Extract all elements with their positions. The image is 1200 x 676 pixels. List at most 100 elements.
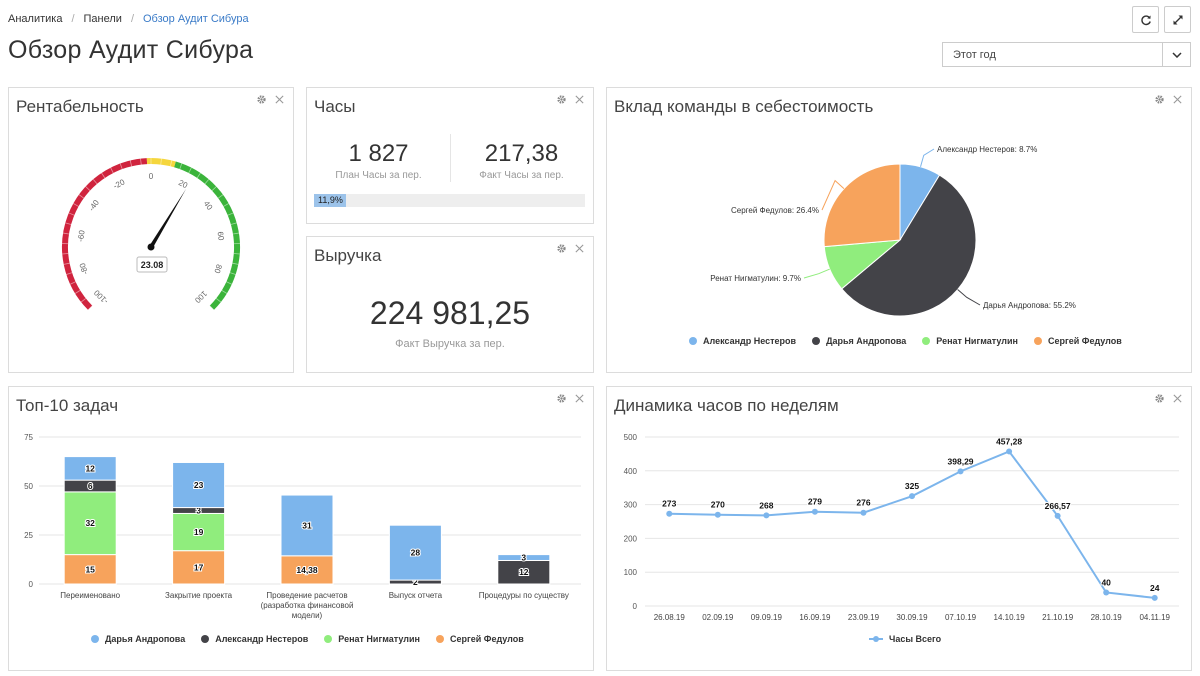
legend-marker <box>201 635 210 643</box>
x-tick-label: 16.09.19 <box>799 613 831 622</box>
breadcrumb-current: Обзор Аудит Сибура <box>143 13 249 25</box>
gear-icon[interactable] <box>256 94 267 105</box>
legend-item[interactable]: Дарья Андропова <box>91 634 185 644</box>
period-select-value: Этот год <box>953 48 996 61</box>
legend-label: Сергей Федулов <box>449 634 524 644</box>
gauge-chart: -100 -80 -60 -40 -20 0 20 40 60 80 100 23.08 <box>62 158 240 311</box>
gauge-tick <box>179 163 183 170</box>
gauge-band-red <box>62 158 148 310</box>
gauge-tick <box>215 298 222 303</box>
hours-progress-fill <box>314 194 347 207</box>
legend-item[interactable]: Александр Нестеров <box>689 336 796 346</box>
bar-segment <box>172 461 226 509</box>
gear-icon[interactable] <box>556 94 567 105</box>
legend-item[interactable]: Часы Всего <box>869 634 941 644</box>
gauge-tick <box>74 290 81 294</box>
gear-icon[interactable] <box>1154 94 1165 105</box>
legend-item[interactable]: Александр Нестеров <box>201 634 308 644</box>
gauge-tick <box>68 212 75 216</box>
fact-hours-label: Факт Часы за пер. <box>479 170 564 181</box>
legend-label: Сергей Федулов <box>1047 336 1122 346</box>
breadcrumb-analytics[interactable]: Аналитика <box>8 13 63 25</box>
line-data-label: 266,57 <box>1045 501 1071 511</box>
profitability-panel: Рентабельность -100 -80 -60 -40 -20 0 20 40 60 80… <box>8 87 294 373</box>
legend-marker <box>1033 337 1042 345</box>
gauge-tick <box>211 186 217 191</box>
gauge-tick-label: 60 <box>215 231 225 242</box>
legend-label: Дарья Андропова <box>105 634 186 644</box>
gauge-tick <box>232 262 239 265</box>
bar-data-label: 12 <box>85 463 95 473</box>
breadcrumb-panels[interactable]: Панели <box>83 13 122 25</box>
x-tick-label: 09.09.19 <box>751 613 783 622</box>
breadcrumb: Аналитика / Панели / Обзор Аудит Сибура <box>8 13 249 25</box>
gauge-tick-label: -80 <box>78 261 90 275</box>
gauge-tick <box>223 203 229 207</box>
gauge-tick <box>73 203 79 207</box>
gauge-tick-label: -60 <box>76 229 87 242</box>
x-tick-label: модели) <box>292 611 323 620</box>
legend-label: Ренат Нигматулин <box>936 336 1018 346</box>
close-icon[interactable] <box>1172 393 1183 404</box>
top-tasks-panel: Топ-10 задач 0 25 50 75 15 32 6 12 Переименовано… <box>8 386 594 671</box>
panel-title: Топ-10 задач <box>16 396 119 415</box>
line-point <box>811 508 818 515</box>
refresh-button[interactable] <box>1132 6 1159 33</box>
line-point <box>1103 589 1110 596</box>
x-tick-label: 02.09.19 <box>702 613 734 622</box>
close-icon[interactable] <box>274 94 285 105</box>
hours-progress-bar: 11,9% <box>314 194 585 207</box>
line-data-label: 268 <box>759 500 773 510</box>
line-data-label: 457,28 <box>996 436 1022 446</box>
legend-item[interactable]: Сергей Федулов <box>1033 336 1122 346</box>
legend-marker <box>435 635 444 643</box>
period-select[interactable]: Этот год <box>942 42 1191 67</box>
hours-progress-label: 11,9% <box>318 195 343 205</box>
legend-marker <box>812 337 821 345</box>
page-title: Обзор Аудит Сибура <box>8 36 254 64</box>
pie-connector <box>957 289 981 306</box>
pie-data-label: Сергей Федулов: 26.4% <box>731 206 819 215</box>
x-tick-label: Переименовано <box>60 591 120 600</box>
close-icon[interactable] <box>574 243 585 254</box>
close-icon[interactable] <box>1172 94 1183 105</box>
x-tick-label: Проведение расчетов <box>266 591 347 600</box>
chevron-down-icon <box>1162 43 1190 66</box>
revenue-label: Факт Выручка за пер. <box>395 338 505 350</box>
legend-item[interactable]: Дарья Андропова <box>812 336 906 346</box>
close-icon[interactable] <box>574 393 585 404</box>
revenue-value: 224 981,25 <box>369 295 531 331</box>
gear-icon[interactable] <box>556 243 567 254</box>
bar-segment <box>280 555 334 585</box>
bar-data-label: 32 <box>85 518 95 528</box>
gauge-tick <box>204 179 210 185</box>
panel-title: Вклад команды в себестоимость <box>614 97 874 116</box>
bar-data-label: 3 <box>196 506 201 516</box>
bar-segment <box>172 512 226 552</box>
team-cost-panel: Вклад команды в себестоимость Александр … <box>606 87 1192 373</box>
line-chart: 0 100 200 300 400 500 26.08.19 02.09.19 09.09.19… <box>624 433 1179 622</box>
close-icon[interactable] <box>574 94 585 105</box>
gauge-tick-label: 80 <box>212 263 223 275</box>
gear-icon[interactable] <box>556 393 567 404</box>
fullscreen-button[interactable] <box>1164 6 1191 33</box>
gear-icon[interactable] <box>1154 393 1165 404</box>
legend-marker <box>91 635 99 643</box>
pie-connector <box>920 148 935 167</box>
legend-item[interactable]: Сергей Федулов <box>435 634 524 644</box>
divider <box>450 134 451 182</box>
legend-item[interactable]: Ренат Нигматулин <box>324 634 420 644</box>
gauge-tick-label: -40 <box>87 198 101 213</box>
bar-data-label: 19 <box>194 527 204 537</box>
gauge-tick <box>119 163 123 170</box>
gauge-tick <box>129 160 133 167</box>
gauge-tick <box>65 222 72 225</box>
line-data-label: 398,29 <box>948 456 974 466</box>
line-point <box>1054 512 1061 519</box>
legend-item[interactable]: Ренат Нигматулин <box>922 336 1018 346</box>
gauge-tick <box>110 167 114 174</box>
line-series <box>669 450 1155 599</box>
gauge-needle <box>149 188 187 249</box>
gauge-tick <box>229 272 236 275</box>
gauge-tick <box>85 186 91 191</box>
